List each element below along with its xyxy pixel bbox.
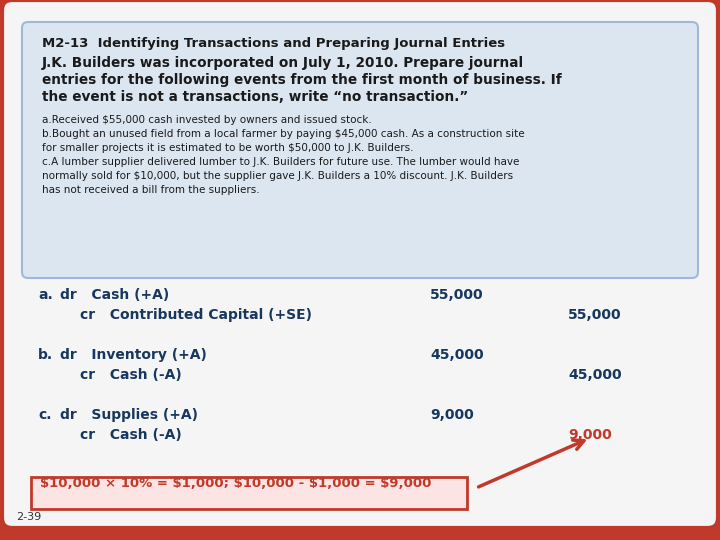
Text: cr   Cash (-A): cr Cash (-A) (80, 428, 181, 442)
FancyBboxPatch shape (2, 0, 718, 528)
Text: cr   Cash (-A): cr Cash (-A) (80, 368, 181, 382)
Text: a.: a. (38, 288, 53, 302)
Text: 2-39: 2-39 (16, 512, 41, 522)
Text: the event is not a transactions, write “no transaction.”: the event is not a transactions, write “… (42, 90, 468, 104)
Text: c.: c. (38, 408, 52, 422)
Text: 9,000: 9,000 (568, 428, 612, 442)
Text: $10,000 × 10% = $1,000; $10,000 - $1,000 = $9,000: $10,000 × 10% = $1,000; $10,000 - $1,000… (40, 477, 431, 490)
Text: 55,000: 55,000 (430, 288, 484, 302)
FancyBboxPatch shape (31, 477, 467, 509)
Text: 45,000: 45,000 (430, 348, 484, 362)
Text: b.: b. (38, 348, 53, 362)
Text: 45,000: 45,000 (568, 368, 621, 382)
Text: 9,000: 9,000 (430, 408, 474, 422)
Text: 55,000: 55,000 (568, 308, 621, 322)
Text: has not received a bill from the suppliers.: has not received a bill from the supplie… (42, 185, 260, 195)
Text: normally sold for $10,000, but the supplier gave J.K. Builders a 10% discount. J: normally sold for $10,000, but the suppl… (42, 171, 513, 181)
Text: J.K. Builders was incorporated on July 1, 2010. Prepare journal: J.K. Builders was incorporated on July 1… (42, 56, 524, 70)
Text: for smaller projects it is estimated to be worth $50,000 to J.K. Builders.: for smaller projects it is estimated to … (42, 143, 413, 153)
FancyBboxPatch shape (22, 22, 698, 278)
Text: c.A lumber supplier delivered lumber to J.K. Builders for future use. The lumber: c.A lumber supplier delivered lumber to … (42, 157, 519, 167)
Text: b.Bought an unused field from a local farmer by paying $45,000 cash. As a constr: b.Bought an unused field from a local fa… (42, 129, 525, 139)
Text: entries for the following events from the first month of business. If: entries for the following events from th… (42, 73, 562, 87)
Text: a.Received $55,000 cash invested by owners and issued stock.: a.Received $55,000 cash invested by owne… (42, 115, 372, 125)
Text: dr   Supplies (+A): dr Supplies (+A) (60, 408, 198, 422)
Text: cr   Contributed Capital (+SE): cr Contributed Capital (+SE) (80, 308, 312, 322)
Text: dr   Cash (+A): dr Cash (+A) (60, 288, 169, 302)
Text: M2-13  Identifying Transactions and Preparing Journal Entries: M2-13 Identifying Transactions and Prepa… (42, 37, 505, 50)
Text: dr   Inventory (+A): dr Inventory (+A) (60, 348, 207, 362)
